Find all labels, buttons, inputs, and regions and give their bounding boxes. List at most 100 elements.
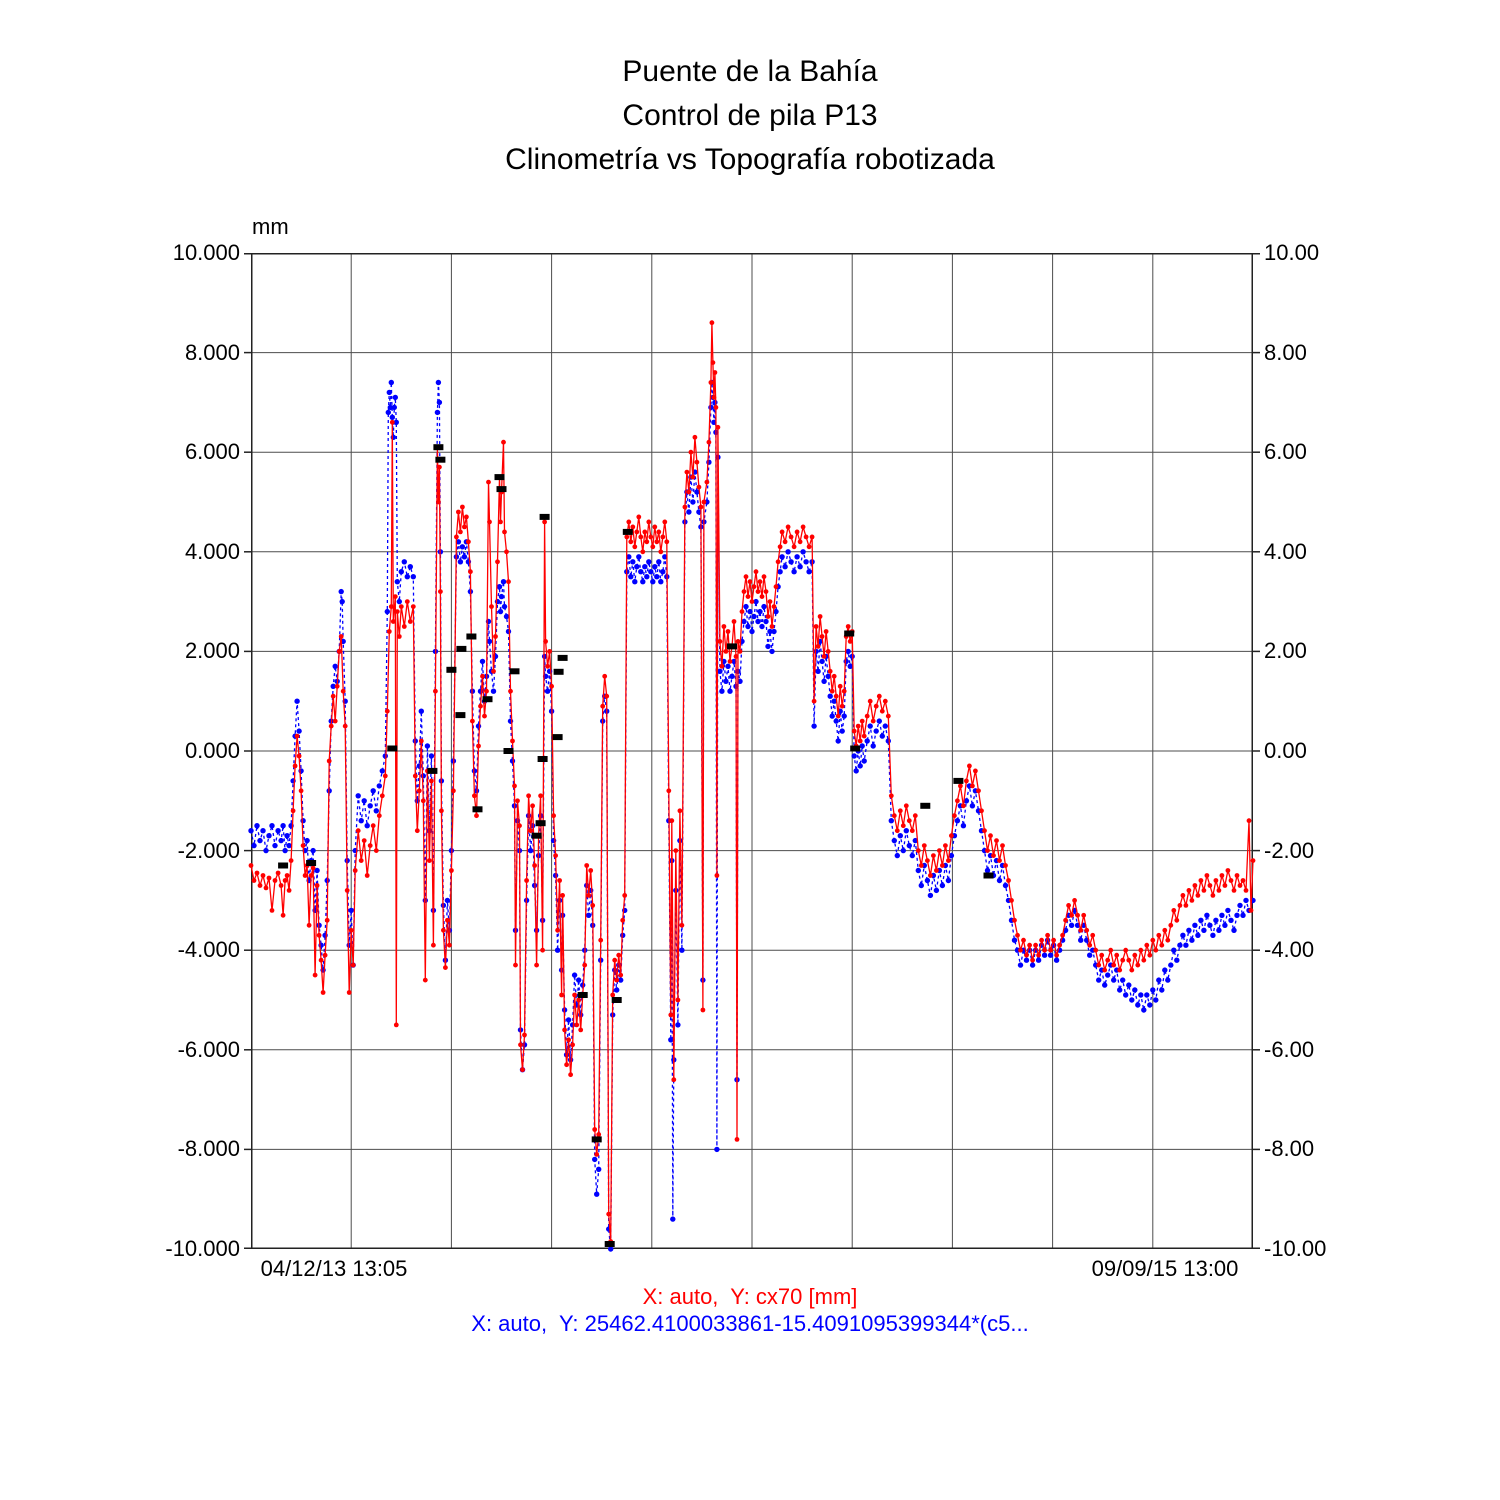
data-point-red bbox=[731, 619, 737, 624]
data-point-red bbox=[970, 783, 975, 789]
data-point-blue bbox=[300, 818, 306, 824]
data-point-blue bbox=[891, 837, 897, 844]
data-point-red bbox=[248, 863, 254, 868]
data-point-red bbox=[739, 609, 745, 614]
data-point-red bbox=[1036, 952, 1041, 958]
data-point-red bbox=[847, 639, 853, 644]
data-point-red bbox=[586, 893, 592, 898]
plot-area[interactable] bbox=[244, 253, 1260, 1252]
data-point-red bbox=[1168, 922, 1174, 928]
data-point-red bbox=[1204, 873, 1210, 878]
data-point-blue bbox=[1219, 912, 1225, 918]
black-square-marker bbox=[727, 643, 737, 650]
data-point-red bbox=[825, 649, 831, 654]
data-point-red bbox=[1216, 888, 1222, 893]
chart-canvas[interactable] bbox=[244, 253, 1260, 1252]
data-point-red bbox=[1012, 917, 1017, 923]
data-point-red bbox=[553, 853, 558, 858]
data-point-blue bbox=[984, 867, 991, 874]
x-axis-end-label: 09/09/15 13:00 bbox=[1091, 1256, 1239, 1281]
data-point-red bbox=[1015, 932, 1020, 938]
data-point-red bbox=[361, 838, 367, 843]
data-point-red bbox=[355, 828, 361, 834]
data-point-red bbox=[578, 1027, 584, 1033]
data-point-red bbox=[765, 614, 771, 619]
data-point-blue bbox=[1177, 942, 1183, 948]
data-point-red bbox=[1138, 947, 1144, 953]
data-point-red bbox=[949, 833, 954, 839]
data-point-blue bbox=[404, 574, 410, 580]
data-point-blue bbox=[1141, 1007, 1147, 1013]
y-axis-right-tick-label: 6.00 bbox=[1264, 439, 1307, 465]
data-point-red bbox=[464, 514, 469, 520]
data-point-blue bbox=[785, 549, 791, 555]
data-point-red bbox=[632, 544, 638, 550]
y-axis-left-tick-label: 0.000 bbox=[184, 738, 240, 763]
data-point-blue bbox=[867, 723, 873, 729]
data-point-red bbox=[634, 529, 640, 535]
data-point-blue bbox=[418, 708, 424, 714]
data-point-red bbox=[855, 723, 861, 729]
data-point-red bbox=[955, 798, 960, 804]
data-point-red bbox=[997, 858, 1002, 863]
data-point-red bbox=[414, 828, 420, 834]
data-point-red bbox=[1057, 942, 1062, 948]
data-point-red bbox=[771, 604, 777, 609]
data-point-red bbox=[797, 539, 803, 545]
data-point-red bbox=[684, 469, 690, 475]
data-point-blue bbox=[1171, 947, 1177, 953]
data-point-blue bbox=[711, 419, 717, 425]
data-point-blue bbox=[1162, 967, 1168, 973]
data-point-blue bbox=[1222, 922, 1228, 928]
data-point-red bbox=[1099, 952, 1105, 958]
data-point-blue bbox=[310, 847, 316, 854]
data-point-blue bbox=[286, 842, 292, 849]
data-point-red bbox=[370, 823, 376, 829]
data-point-blue bbox=[1165, 977, 1171, 983]
data-point-red bbox=[721, 624, 727, 629]
data-point-red bbox=[332, 718, 338, 724]
data-point-red bbox=[851, 728, 857, 734]
data-point-blue bbox=[888, 818, 894, 824]
data-point-blue bbox=[1129, 997, 1135, 1003]
y-axis-right-tick-label: -4.00 bbox=[1264, 937, 1315, 963]
data-point-blue bbox=[1035, 957, 1042, 963]
data-point-blue bbox=[1156, 977, 1162, 983]
data-point-red bbox=[861, 733, 867, 739]
data-point-red bbox=[555, 927, 560, 933]
data-point-red bbox=[958, 783, 963, 789]
data-point-red bbox=[867, 698, 873, 704]
data-point-red bbox=[346, 990, 352, 995]
data-point-red bbox=[819, 634, 825, 639]
data-point-blue bbox=[628, 574, 634, 580]
y-axis-right-tick-label: -8.00 bbox=[1264, 1136, 1315, 1162]
data-point-red bbox=[885, 713, 891, 719]
data-point-red bbox=[1072, 898, 1077, 903]
data-point-blue bbox=[821, 678, 827, 684]
data-point-red bbox=[272, 878, 278, 883]
data-point-red bbox=[767, 599, 773, 604]
data-point-red bbox=[441, 927, 446, 933]
data-point-blue bbox=[723, 678, 729, 684]
data-point-red bbox=[1054, 952, 1059, 958]
data-point-blue bbox=[1168, 962, 1174, 968]
data-point-red bbox=[1156, 932, 1162, 938]
data-point-red bbox=[937, 848, 942, 853]
data-point-red bbox=[622, 893, 628, 898]
data-point-blue bbox=[1198, 917, 1204, 923]
data-point-red bbox=[673, 848, 679, 853]
data-point-blue bbox=[948, 852, 955, 859]
data-point-red bbox=[316, 932, 322, 938]
data-point-blue bbox=[348, 907, 354, 914]
data-point-red bbox=[712, 370, 718, 375]
data-point-red bbox=[328, 723, 334, 729]
data-point-red bbox=[900, 823, 906, 829]
data-point-red bbox=[628, 539, 634, 545]
data-point-blue bbox=[731, 658, 737, 665]
data-point-blue bbox=[338, 588, 344, 595]
data-point-blue bbox=[544, 688, 551, 694]
data-point-red bbox=[782, 539, 788, 545]
black-square-marker bbox=[503, 748, 514, 754]
data-point-blue bbox=[646, 559, 652, 565]
data-point-red bbox=[486, 479, 491, 485]
